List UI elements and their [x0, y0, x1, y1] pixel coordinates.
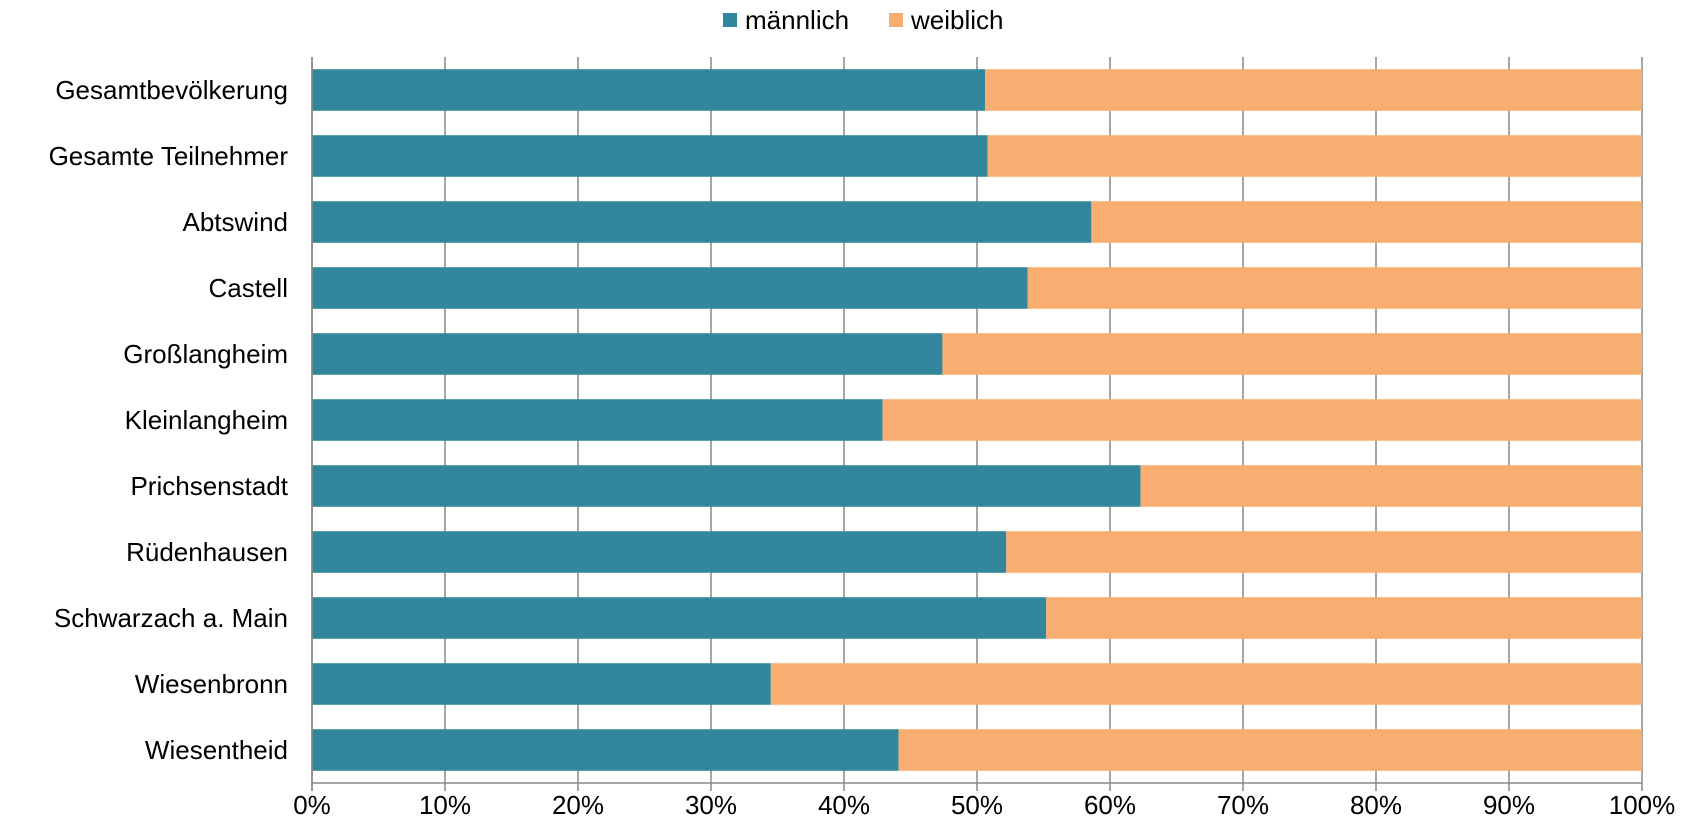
x-tick-label: 30% [685, 790, 737, 820]
category-label: Prichsenstadt [130, 471, 288, 501]
bar-weiblich [984, 69, 1642, 111]
bar-weiblich [1140, 465, 1642, 507]
category-label: Schwarzach a. Main [54, 603, 288, 633]
bar-weiblich [1091, 201, 1642, 243]
category-labels: Gesamtbevölkerung Gesamte Teilnehmer Abtsw… [49, 75, 289, 765]
bar-maennlich [312, 399, 883, 441]
x-tick-label: 10% [419, 790, 471, 820]
x-tick-label: 70% [1217, 790, 1269, 820]
x-tick-label: 20% [552, 790, 604, 820]
category-label: Abtswind [183, 207, 289, 237]
bar-maennlich [312, 267, 1028, 309]
x-tick-label: 60% [1084, 790, 1136, 820]
bar-weiblich [942, 333, 1642, 375]
bar-weiblich [1027, 267, 1642, 309]
legend: männlich weiblich [723, 5, 1004, 35]
axes [311, 57, 1642, 791]
bar-maennlich [312, 531, 1007, 573]
legend-label-maennlich: männlich [745, 5, 849, 35]
category-label: Rüdenhausen [126, 537, 288, 567]
bar-weiblich [898, 729, 1642, 771]
bar-maennlich [312, 135, 988, 177]
x-tick-label: 50% [951, 790, 1003, 820]
category-label: Wiesenbronn [135, 669, 288, 699]
bar-maennlich [312, 663, 771, 705]
legend-swatch-maennlich [723, 13, 737, 27]
bar-weiblich [882, 399, 1642, 441]
x-tick-label: 90% [1483, 790, 1535, 820]
bar-weiblich [1006, 531, 1642, 573]
bar-maennlich [312, 729, 899, 771]
category-label: Wiesentheid [145, 735, 288, 765]
x-tick-label: 100% [1609, 790, 1676, 820]
category-label: Gesamtbevölkerung [55, 75, 288, 105]
bars [312, 69, 1642, 771]
bar-maennlich [312, 69, 985, 111]
category-label: Großlangheim [123, 339, 288, 369]
category-label: Gesamte Teilnehmer [49, 141, 289, 171]
bar-weiblich [770, 663, 1642, 705]
legend-swatch-weiblich [889, 13, 903, 27]
bar-weiblich [1046, 597, 1642, 639]
bar-maennlich [312, 597, 1047, 639]
category-label: Castell [209, 273, 288, 303]
bar-maennlich [312, 201, 1092, 243]
legend-label-weiblich: weiblich [910, 5, 1004, 35]
x-tick-label: 80% [1350, 790, 1402, 820]
x-tick-label: 40% [818, 790, 870, 820]
x-tick-label: 0% [293, 790, 331, 820]
bar-maennlich [312, 465, 1141, 507]
bar-maennlich [312, 333, 943, 375]
bar-weiblich [987, 135, 1642, 177]
category-label: Kleinlangheim [125, 405, 288, 435]
x-tick-labels: 0% 10% 20% 30% 40% 50% 60% 70% 80% 90% 100% [293, 790, 1675, 820]
